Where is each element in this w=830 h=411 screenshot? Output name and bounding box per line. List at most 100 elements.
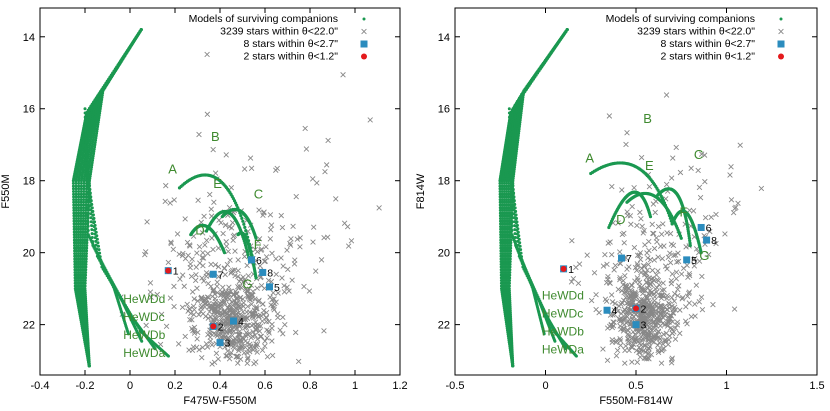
field-star [287,240,293,247]
model-point [93,220,97,224]
field-star [600,346,606,352]
model-point [86,220,90,224]
model-point [519,251,523,255]
field-star [367,117,373,123]
model-point [509,175,513,179]
model-point [90,206,94,210]
field-star [252,345,258,351]
field-star [651,301,658,307]
model-point [77,225,81,229]
model-point [96,120,100,124]
field-star [171,283,177,290]
field-star [234,295,241,302]
model-point [81,243,85,247]
field-star [226,301,233,308]
field-star [655,349,662,356]
model-point [122,302,126,306]
star-marker-square [248,256,255,264]
field-star [223,318,230,325]
field-star [192,277,199,284]
field-star [673,144,679,151]
model-point [81,208,85,212]
field-star [670,155,676,161]
model-point [498,200,502,204]
field-star [651,306,657,312]
field-star [167,200,173,206]
model-point [94,243,98,247]
field-star [573,264,579,271]
field-star [588,297,595,304]
field-star [660,221,666,227]
model-point [77,195,81,199]
field-star [228,349,234,356]
field-star [652,209,658,216]
model-point [512,195,516,199]
field-star [620,297,627,304]
field-star [277,327,283,333]
model-point [91,240,95,244]
field-star [630,329,636,335]
field-star [194,285,200,291]
model-point [79,208,83,212]
field-star [658,360,665,366]
model-point [508,119,512,123]
model-point [83,233,87,237]
field-star [333,196,339,202]
panel-left: -0.4 -0.2 0 0.2 0.4 0.6 0.8 1 1.21416182022F475W… [0,7,408,407]
field-star [294,236,301,242]
field-star [295,358,302,365]
model-point [89,167,93,171]
model-point [513,232,517,236]
model-point [108,278,112,282]
field-star [345,243,352,249]
model-point [73,281,77,285]
y-tick-label: 14 [438,32,450,44]
model-point [88,192,92,196]
model-point [504,190,508,193]
field-star [655,254,661,260]
field-star [244,322,251,329]
model-point [79,206,83,210]
field-star [651,324,657,331]
field-star [233,290,240,297]
model-point [74,216,78,220]
x-tick-label: 1.2 [392,380,407,392]
field-star [259,347,266,353]
field-star [263,309,270,316]
field-star [233,300,239,306]
field-star [196,312,202,318]
field-star [187,261,194,267]
model-point [79,181,83,185]
field-star [171,303,177,310]
field-star [617,342,624,349]
model-point [510,182,514,186]
model-point [90,202,94,206]
model-point [73,273,77,277]
model-point [498,184,502,188]
model-point [89,212,93,216]
field-star [688,313,695,320]
model-point [499,233,503,237]
field-star [623,294,629,301]
model-point [81,241,85,245]
model-point [498,187,502,191]
model-point [137,326,141,330]
legend-entry-label: Models of surviving companions [189,13,338,25]
field-star [163,323,170,330]
field-star [215,264,222,270]
model-point [79,243,83,247]
field-star [692,301,698,307]
star-marker-square [216,339,224,347]
star-marker-circle [165,267,172,274]
model-point [499,260,503,264]
model-point [94,227,98,231]
field-star [270,305,277,311]
field-star [186,306,193,312]
field-star [673,276,680,282]
model-point [74,203,78,207]
field-star [645,318,652,324]
field-star [666,337,672,343]
field-star [667,230,674,237]
model-point [498,206,502,210]
field-star [227,341,233,348]
